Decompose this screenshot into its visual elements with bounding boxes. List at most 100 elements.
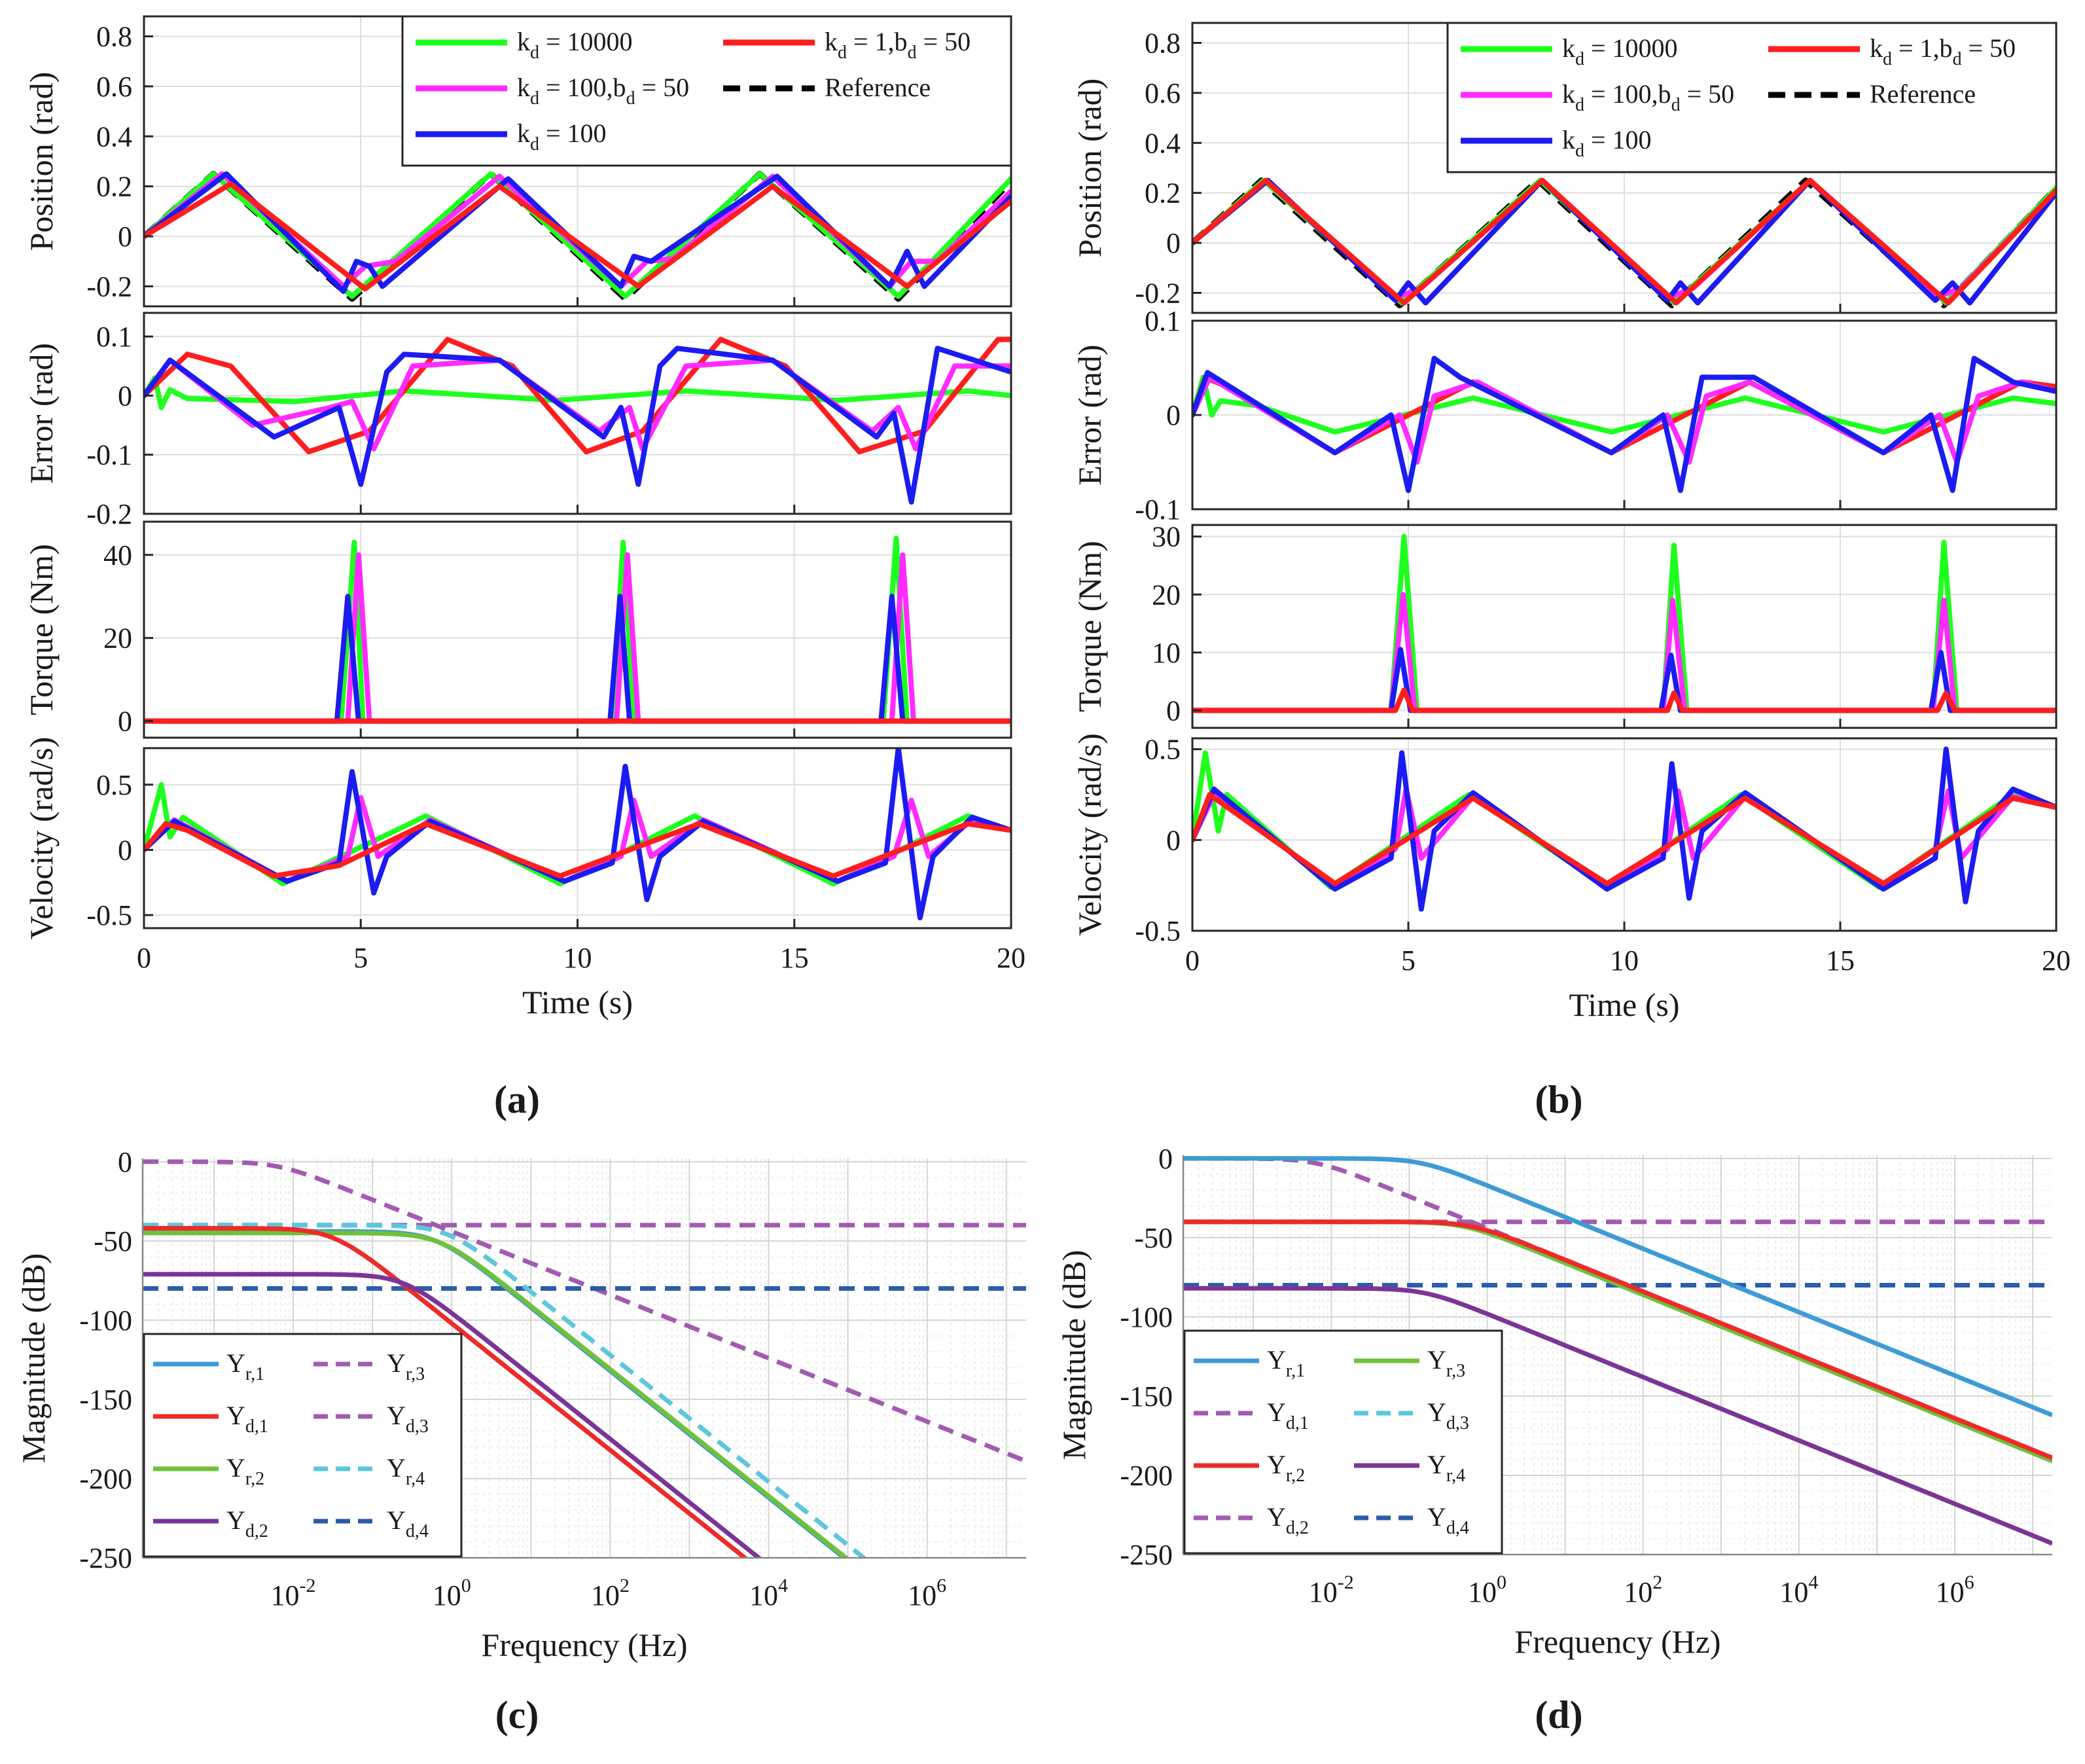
y-tick-label: 0 (1166, 227, 1181, 259)
series-group (1192, 533, 2056, 713)
series-line-kd-10000 (144, 375, 1011, 410)
y-tick-label: 20 (103, 622, 132, 655)
y-axis-label: Velocity (rad/s) (23, 737, 60, 940)
legend-entry-label: Yr,3 (1427, 1345, 1465, 1381)
y-tick-label: 0 (118, 706, 132, 738)
series-line-kd-1-bd-50 (144, 181, 1011, 292)
y-tick-label: 0.2 (1145, 177, 1181, 209)
bode-line-yd-2 (143, 1272, 762, 1558)
legend-entry-label: Yd,1 (226, 1401, 268, 1437)
x-tick-label: 106 (1936, 1572, 1974, 1608)
series-group (1183, 1156, 2052, 1546)
y-tick-label: 0.8 (96, 21, 132, 53)
subplot-torque: 0 10 20 30 Torque (Nm) (1071, 521, 2058, 729)
y-tick-label: -250 (79, 1542, 132, 1574)
bode-line-yr-4 (1183, 1286, 2052, 1546)
x-tick-label: 10 (563, 942, 592, 974)
legend-entry-label: Yr,1 (1267, 1345, 1305, 1381)
panel-label-a: (a) (494, 1078, 540, 1121)
x-axis-label: Frequency (Hz) (1514, 1623, 1720, 1660)
chart-d: -250 -200 -150 -100 -50 0 10-2 100 102 104 106 Magn… (1056, 1143, 2052, 1660)
series-line-kd-100 (1192, 746, 2056, 912)
y-axis-label: Error (rad) (23, 343, 60, 484)
bode-line-yd-1 (143, 1226, 749, 1558)
legend-entry-label: kd = 1,bd = 50 (1870, 33, 2016, 69)
legend-entry-label: Reference (1870, 79, 1976, 109)
y-tick-label: 10 (1152, 637, 1181, 669)
y-tick-label: 0 (1166, 694, 1181, 727)
y-axis-label: Position (rad) (23, 72, 60, 251)
series-line-kd-1-bd-50 (1192, 177, 2056, 306)
series-line-kd-100 (144, 171, 1011, 295)
y-tick-label: 0.1 (1145, 305, 1181, 337)
legend-entry-label: Yd,3 (1427, 1397, 1469, 1433)
y-tick-label: 0 (118, 1146, 132, 1178)
x-tick-label: 102 (1624, 1572, 1662, 1608)
x-tick-label: 15 (1826, 945, 1855, 977)
series-line-kd-1-bd-50 (1192, 687, 2056, 713)
bode-line-yr-4 (143, 1223, 868, 1558)
y-tick-label: -0.2 (86, 498, 132, 530)
legend-entry-label: kd = 100 (1562, 125, 1652, 161)
y-tick-label: -150 (1120, 1380, 1173, 1413)
legend-entry-label: Yr,4 (1427, 1450, 1465, 1486)
series-line-kd-100 (144, 748, 1011, 921)
y-axis-label: Torque (Nm) (23, 544, 60, 715)
chart-b: -0.2 0 0.2 0.4 0.6 0.8 Position (rad) -0.1 0 0.1 E… (1071, 22, 2071, 1023)
legend-entry-label: Yd,2 (1267, 1502, 1309, 1538)
series-line-kd-100-bd-50 (1192, 592, 2056, 713)
y-tick-label: 0.5 (96, 769, 132, 801)
legend-entry-label: Yd,1 (1267, 1397, 1309, 1433)
y-tick-label: -0.1 (86, 439, 132, 471)
subplot-velocity: -0.5 0 0.5 Velocity (rad/s) (1071, 733, 2058, 947)
legend-entry-label: Yr,4 (387, 1453, 425, 1489)
y-tick-label: -0.5 (86, 899, 132, 931)
y-tick-label: -0.2 (86, 270, 132, 302)
legend-entry-label: kd = 100 (517, 118, 607, 154)
y-tick-label: -100 (1120, 1301, 1173, 1333)
y-tick-label: 0.2 (96, 171, 132, 203)
y-tick-label: -200 (79, 1463, 132, 1495)
legend-entry-label: Yd,3 (387, 1401, 429, 1437)
x-tick-label: 100 (433, 1575, 471, 1611)
bode-line-yr-3 (143, 1159, 1026, 1464)
y-tick-label: 0 (118, 221, 132, 253)
legend-entry-label: kd = 100,bd = 50 (1562, 79, 1734, 115)
x-tick-label: 10 (1610, 945, 1639, 977)
series-group (144, 748, 1011, 921)
x-tick-label: 15 (780, 942, 809, 974)
x-tick-label: 0 (1185, 945, 1200, 977)
x-tick-label: 5 (353, 942, 368, 974)
chart-a: -0.2 0 0.2 0.4 0.6 0.8 Position (rad) -0.2 -0.1 0… (23, 15, 1025, 1020)
bode-line-yr-2 (1183, 1219, 2052, 1460)
y-tick-label: -0.5 (1135, 915, 1181, 947)
x-tick-label: 20 (997, 942, 1025, 974)
legend: Yr,1 Yr,3 Yd,1 Yd,3 Yr,2 Yr,4 Yd,2 Yd,4 (143, 1333, 463, 1558)
legend: kd = 10000 kd = 1,bd = 50 kd = 100,bd = 50… (401, 15, 1012, 167)
legend-entry-label: Yr,1 (226, 1348, 264, 1384)
x-tick-label: 104 (1779, 1572, 1818, 1608)
y-tick-label: -100 (79, 1305, 132, 1337)
panel-label-c: (c) (495, 1693, 539, 1737)
y-tick-label: 0.1 (96, 321, 132, 353)
series-group (144, 535, 1011, 724)
chart-c: -250 -200 -150 -100 -50 0 10-2 100 102 104 106 Magn… (15, 1146, 1026, 1663)
y-tick-label: 0 (118, 834, 132, 866)
series-line-kd-10000 (1192, 533, 2056, 713)
y-tick-label: -0.2 (1135, 277, 1181, 309)
y-tick-label: 0 (1158, 1143, 1173, 1175)
legend-entry-label: Yr,2 (1267, 1450, 1305, 1486)
y-axis-label: Magnitude (dB) (15, 1253, 52, 1464)
y-axis-label: Position (rad) (1071, 79, 1108, 258)
x-tick-label: 0 (137, 942, 151, 974)
y-tick-label: 0 (118, 380, 132, 412)
y-tick-label: -50 (94, 1225, 132, 1257)
legend-entry-label: kd = 100,bd = 50 (517, 73, 689, 109)
legend-entry-label: Yr,3 (387, 1348, 425, 1384)
x-axis-label: Frequency (Hz) (481, 1627, 687, 1663)
legend-box (1183, 1329, 1503, 1555)
legend: Yr,1 Yr,3 Yd,1 Yd,3 Yr,2 Yr,4 Yd,2 Yd,4 (1183, 1329, 1503, 1555)
y-tick-label: 0 (1166, 399, 1181, 431)
bode-line-yr-2 (143, 1231, 850, 1558)
bode-line-yr-1 (1183, 1156, 2052, 1418)
